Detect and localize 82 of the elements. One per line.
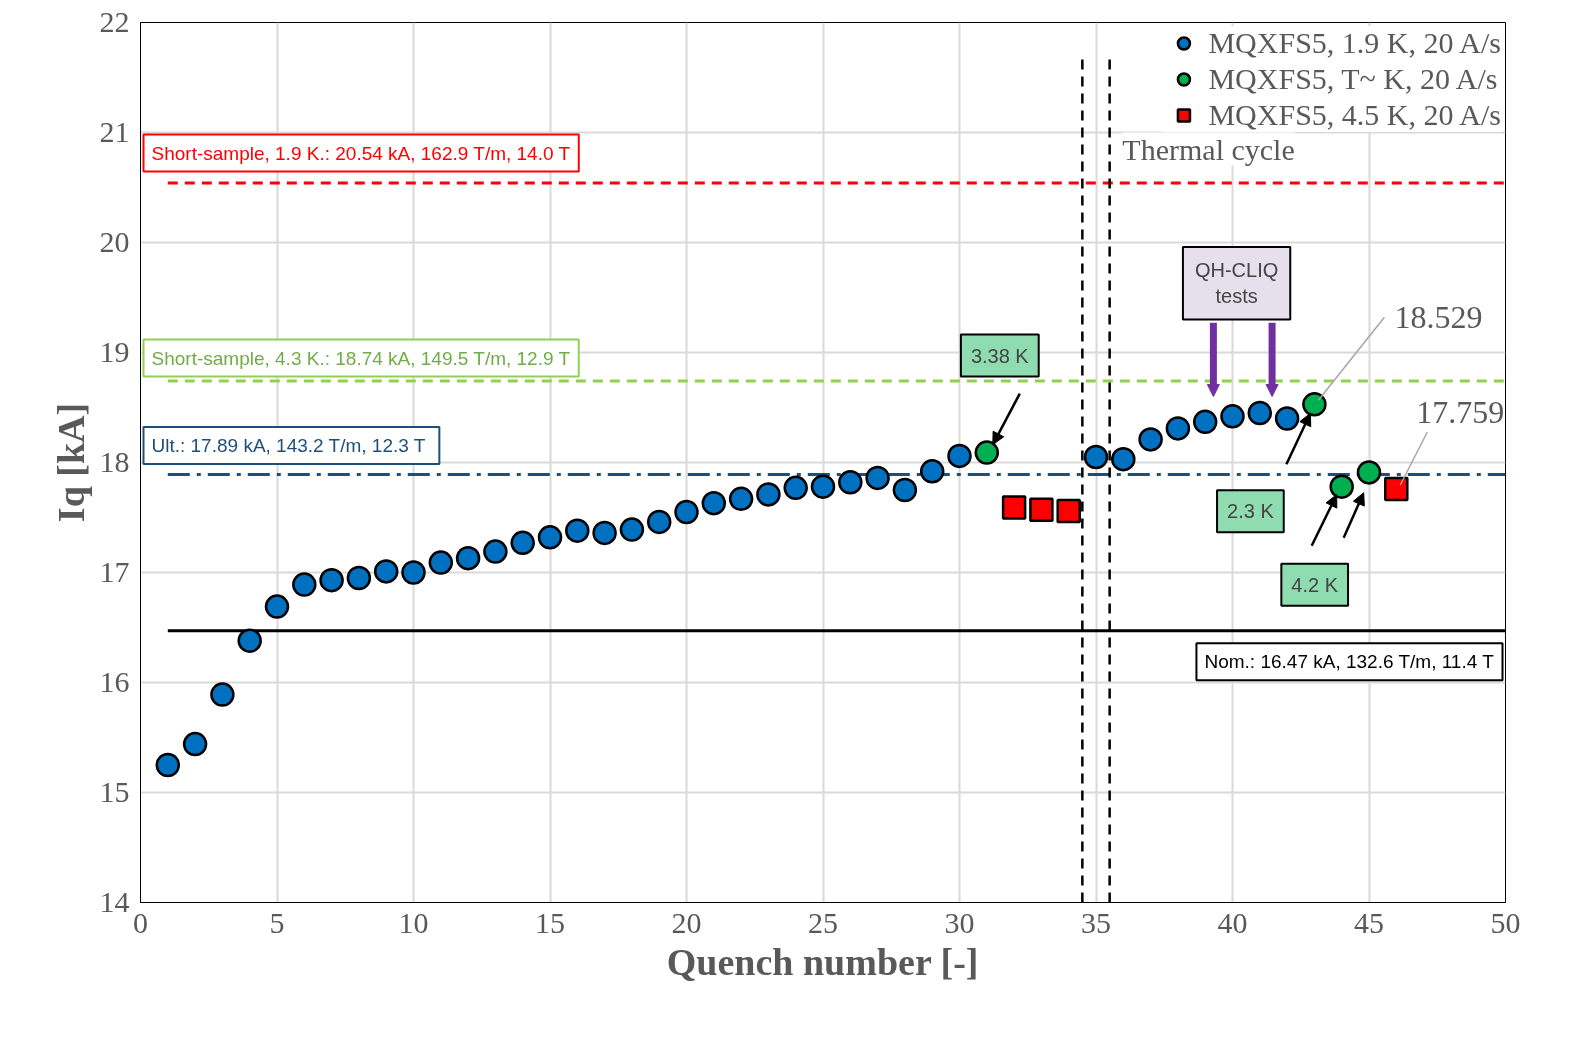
x-tick-label: 45 xyxy=(1354,905,1384,939)
ref-line-label: Short-sample, 4.3 K.: 18.74 kA, 149.5 T/m, 12.9 T xyxy=(151,347,571,369)
point xyxy=(1111,446,1136,472)
point xyxy=(237,628,262,653)
annotation: 4.2 K xyxy=(1291,573,1339,596)
point xyxy=(674,499,699,525)
y-tick-label: 14 xyxy=(99,885,130,918)
x-tick-label: 40 xyxy=(1217,905,1248,939)
legend-label: MQXFS5, T~ K, 20 A/s xyxy=(1208,62,1498,96)
x-tick-label: 15 xyxy=(535,905,565,939)
point xyxy=(1329,474,1354,499)
point xyxy=(1220,404,1245,429)
point xyxy=(537,525,563,550)
ref-line-label: Nom.: 16.47 kA, 132.6 T/m, 11.4 T xyxy=(1204,651,1495,673)
point xyxy=(264,594,290,619)
point xyxy=(838,470,863,495)
ref-line-label: Short-sample, 1.9 K.: 20.54 kA, 162.9 T/m, 14.0 T xyxy=(151,142,571,164)
point xyxy=(1029,497,1054,523)
point xyxy=(810,474,836,499)
annotation: 2.3 K xyxy=(1227,500,1275,523)
point xyxy=(1192,409,1218,435)
x-tick-label: 30 xyxy=(944,905,975,939)
point xyxy=(346,565,372,591)
point xyxy=(619,517,645,542)
point xyxy=(1384,476,1409,502)
y-tick-label: 17 xyxy=(99,555,130,588)
point xyxy=(1356,460,1382,485)
point xyxy=(974,440,1000,465)
x-tick-label: 50 xyxy=(1490,905,1521,939)
annotation: 3.38 K xyxy=(970,344,1030,367)
point xyxy=(401,560,426,585)
legend-label: MQXFS5, 4.5 K, 20 A/s xyxy=(1208,98,1501,132)
point xyxy=(1302,392,1327,417)
point xyxy=(728,486,754,512)
point xyxy=(892,477,918,503)
point xyxy=(292,572,317,597)
x-axis-title: Quench number [-] xyxy=(666,940,979,983)
annotation: 17.759 xyxy=(1416,393,1505,430)
point xyxy=(182,731,208,757)
point xyxy=(210,682,235,707)
x-tick-label: 20 xyxy=(671,905,702,939)
y-tick-label: 21 xyxy=(99,115,130,148)
point xyxy=(1001,495,1027,520)
point xyxy=(155,752,181,778)
point xyxy=(455,545,481,571)
point xyxy=(565,518,590,543)
point xyxy=(428,550,454,575)
point xyxy=(865,465,890,491)
y-tick-label: 18 xyxy=(99,445,130,478)
y-axis-title: Iq [kA] xyxy=(49,402,92,523)
x-tick-label: 5 xyxy=(269,905,285,939)
point xyxy=(1056,498,1081,524)
point xyxy=(1274,406,1300,431)
point xyxy=(592,520,617,546)
ref-line-label: Thermal cycle xyxy=(1122,132,1295,166)
x-tick-label: 0 xyxy=(133,905,148,939)
point xyxy=(783,475,808,501)
point xyxy=(483,539,508,564)
point xyxy=(701,490,727,516)
ref-line-label: Ult.: 17.89 kA, 143.2 T/m, 12.3 T xyxy=(151,435,426,457)
x-tick-label: 25 xyxy=(808,905,838,939)
point xyxy=(1138,427,1163,452)
x-tick-label: 35 xyxy=(1081,905,1111,939)
point xyxy=(756,482,781,507)
point xyxy=(1083,444,1109,470)
y-tick-label: 19 xyxy=(99,335,130,368)
legend-label: MQXFS5, 1.9 K, 20 A/s xyxy=(1208,26,1501,60)
point xyxy=(319,567,344,593)
point xyxy=(510,530,535,556)
point xyxy=(646,509,672,535)
y-tick-label: 20 xyxy=(99,225,130,258)
y-tick-label: 15 xyxy=(99,775,130,808)
point xyxy=(373,559,399,584)
annotation: QH-CLIQ tests xyxy=(1194,259,1279,308)
point xyxy=(1247,400,1273,426)
point xyxy=(1165,416,1191,441)
point xyxy=(947,443,972,469)
annotation: 18.529 xyxy=(1394,298,1483,335)
point xyxy=(919,459,945,484)
y-tick-label: 22 xyxy=(99,5,130,38)
y-tick-label: 16 xyxy=(99,665,130,698)
x-tick-label: 10 xyxy=(398,905,429,939)
